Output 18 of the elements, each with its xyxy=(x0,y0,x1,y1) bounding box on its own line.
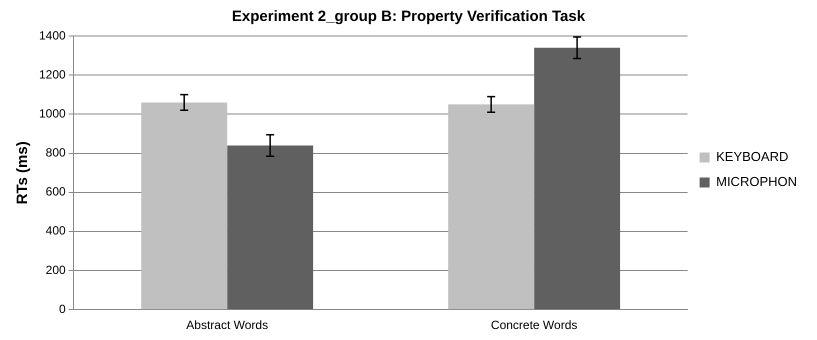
bar xyxy=(448,104,534,310)
legend-label: KEYBOARD xyxy=(716,149,788,164)
legend-label: MICROPHON xyxy=(716,174,797,190)
y-tick-label: 200 xyxy=(46,262,66,277)
y-axis-title: RTs (ms) xyxy=(14,141,32,204)
y-tick-label: 800 xyxy=(46,146,66,160)
y-tick-label: 600 xyxy=(46,184,66,199)
y-tick-label: 1400 xyxy=(38,28,66,42)
y-tick-label: 400 xyxy=(46,224,66,238)
bar xyxy=(227,145,314,310)
bar xyxy=(534,48,620,310)
x-tick-label: Abstract Words xyxy=(186,318,268,332)
y-tick-label: 1200 xyxy=(38,67,66,82)
y-tick-label: 1000 xyxy=(38,106,66,120)
y-tick-label: 0 xyxy=(59,302,66,316)
bar xyxy=(141,102,228,310)
x-tick-label: Concrete Words xyxy=(490,318,578,332)
chart-title: Experiment 2_group B: Property Verification Task xyxy=(232,8,586,26)
